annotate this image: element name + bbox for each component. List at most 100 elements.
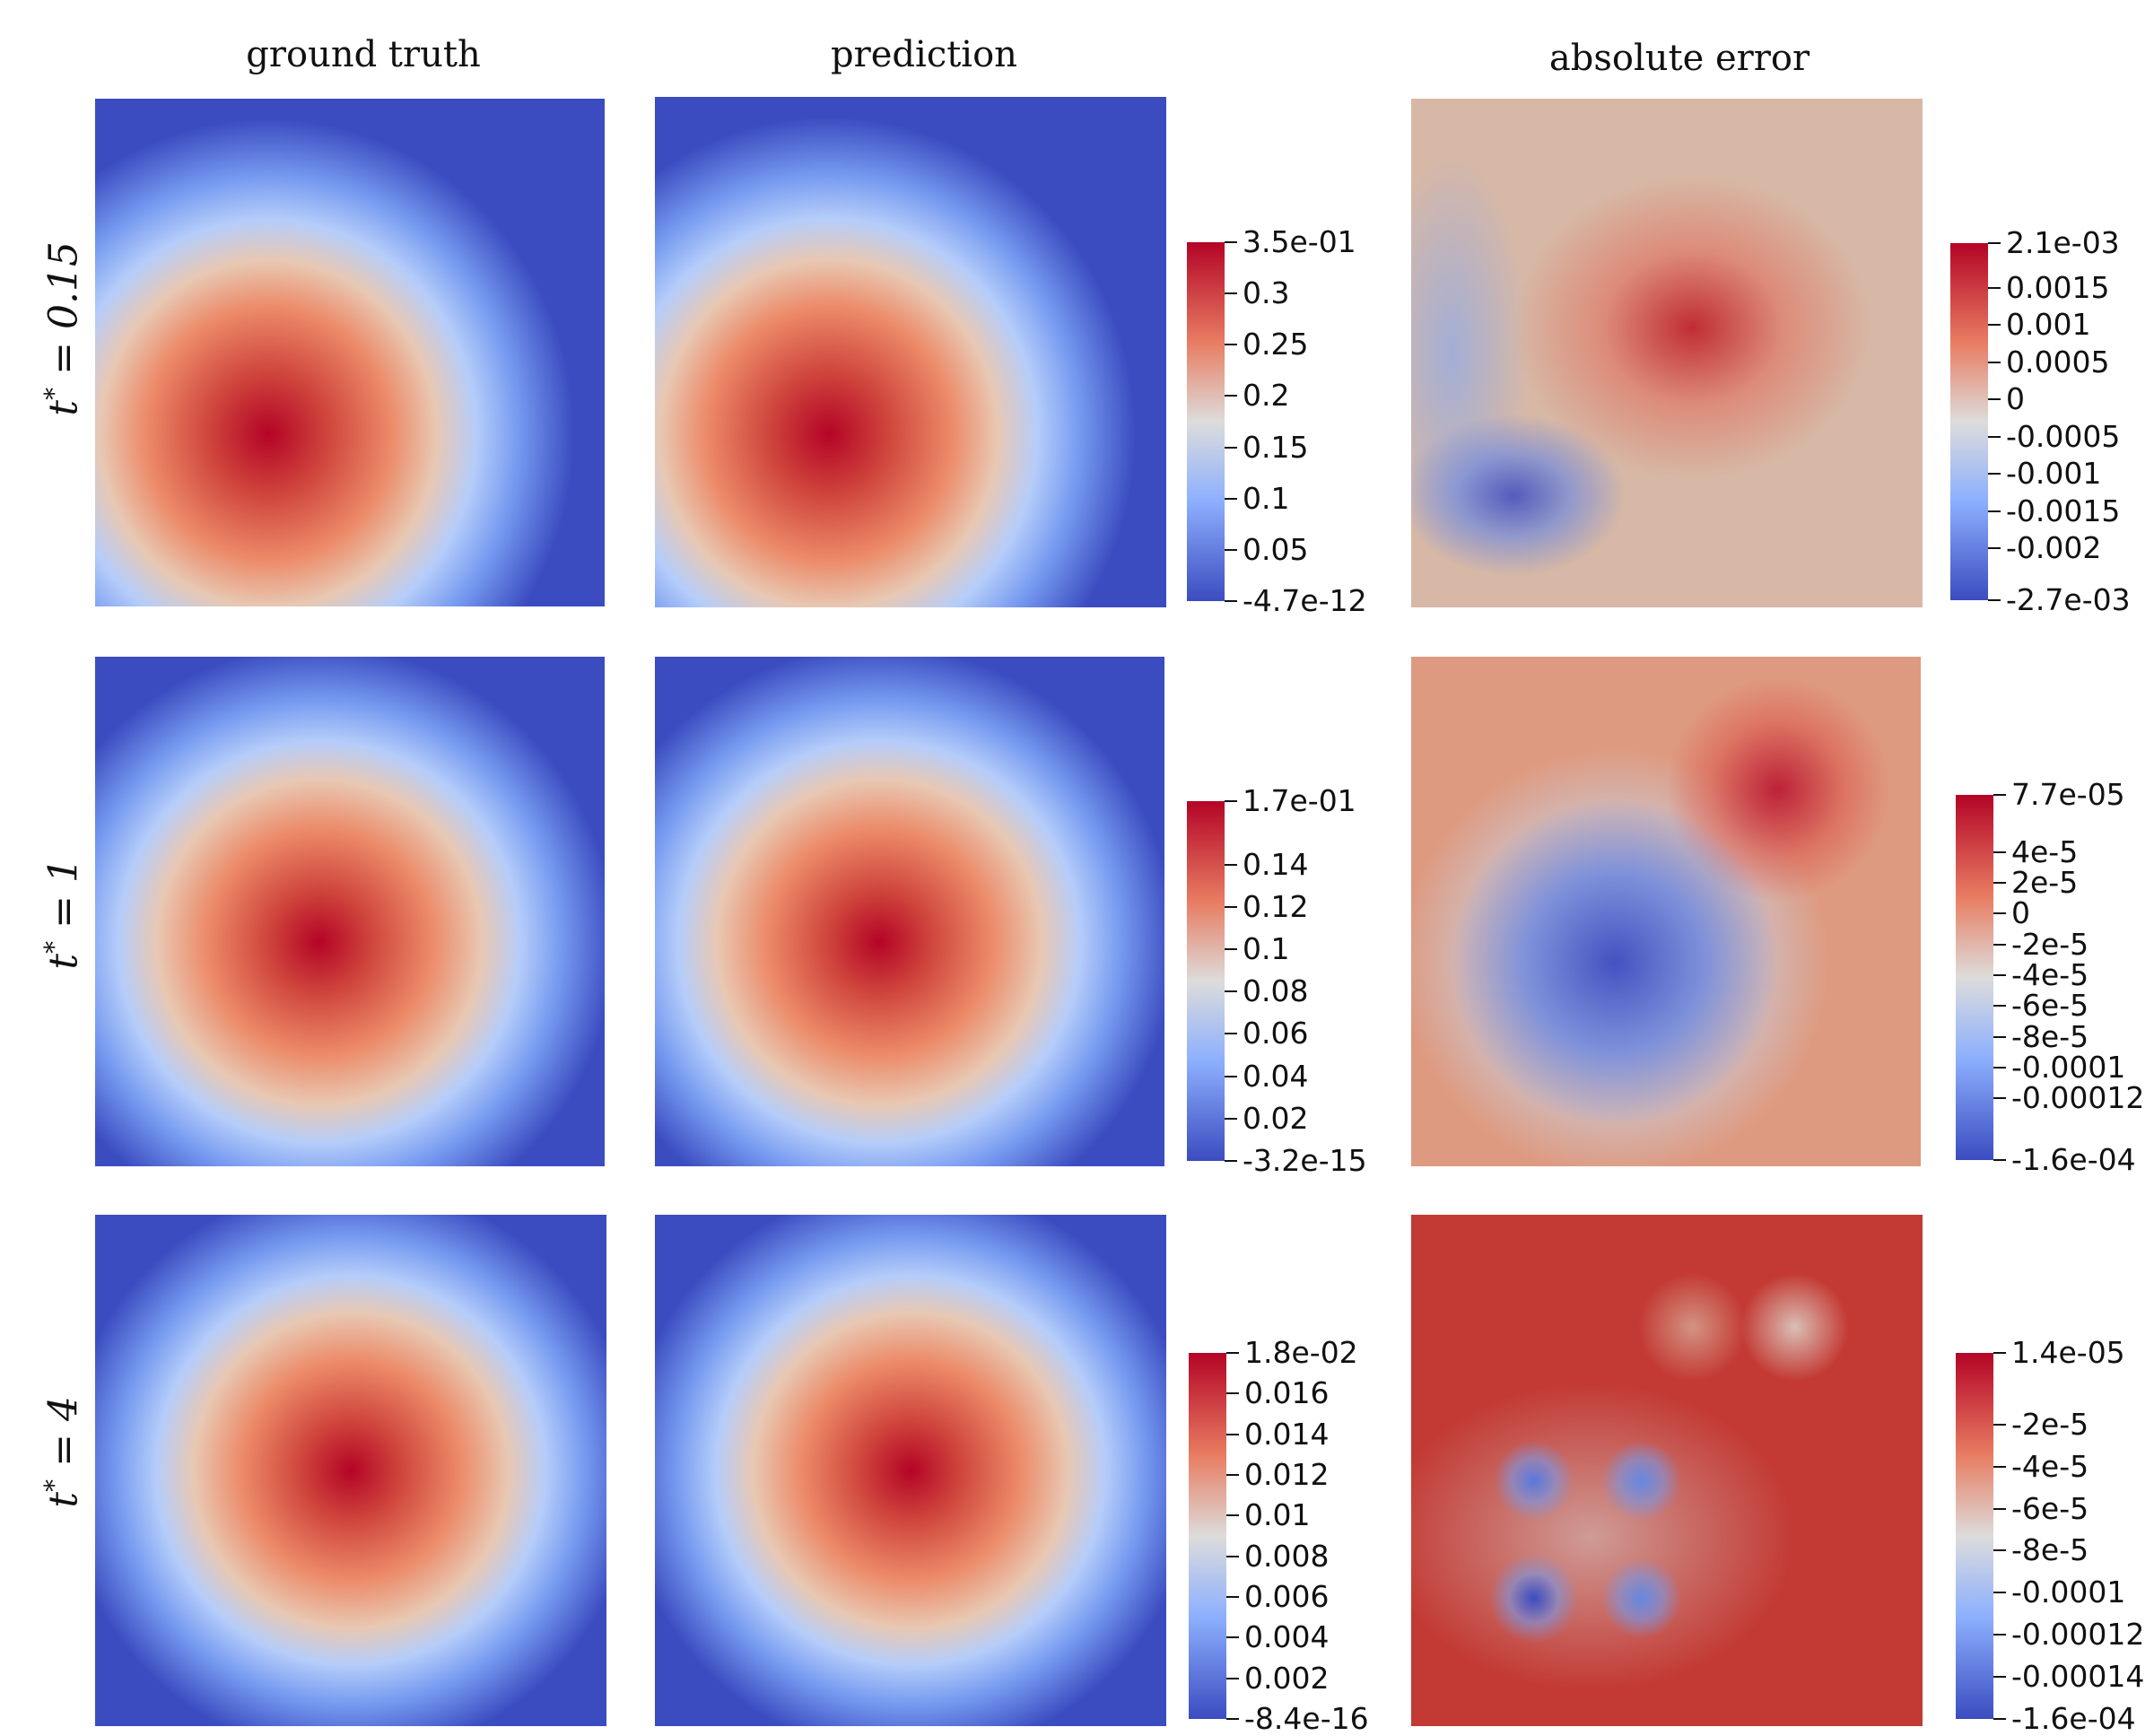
colorbar-error-row1-min-tick xyxy=(1988,599,2001,601)
colorbar-error-row1-tick6-tick xyxy=(1988,473,2001,475)
column-title-ground-truth: ground truth xyxy=(246,34,481,75)
colorbar-error-row2-tick8-tick xyxy=(1993,1066,2006,1069)
colorbar-field-row1-tick4-label: 0.15 xyxy=(1243,429,1309,465)
colorbar-field-row3-tick6-tick xyxy=(1226,1596,1239,1598)
row-label-t1: t* = 1 xyxy=(39,858,87,970)
colorbar-error-row2-tick4-tick xyxy=(1993,943,2006,946)
colorbar-error-row2-tick7-tick xyxy=(1993,1035,2006,1038)
colorbar-field-row2-tick1-tick xyxy=(1225,863,1237,866)
colorbar-error-row1-tick8-tick xyxy=(1988,546,2001,549)
ground-truth-panel-t015 xyxy=(95,99,605,606)
colorbar-error-row1-tick2-label: 0.001 xyxy=(2006,307,2091,343)
colorbar-error-row1-tick1-label: 0.0015 xyxy=(2006,269,2110,305)
colorbar-field-row3-tick8-label: 0.002 xyxy=(1244,1660,1330,1696)
colorbar-field-row2-tick6-tick xyxy=(1225,1075,1237,1077)
colorbar-field-row3-tick4-tick xyxy=(1226,1514,1239,1517)
prediction-panel-t1 xyxy=(655,657,1164,1166)
prediction-panel-t015 xyxy=(655,97,1166,607)
colorbar-error-row1-tick8-label: -0.002 xyxy=(2006,529,2102,565)
colorbar-field-row2-tick6-label: 0.04 xyxy=(1243,1058,1309,1094)
colorbar-error-row2-min-label: -1.6e-04 xyxy=(2011,1142,2136,1177)
colorbar-field-row3-min-label: -8.4e-16 xyxy=(1244,1701,1369,1736)
colorbar-field-row2-tick2-tick xyxy=(1225,905,1237,908)
colorbar-field-row2-tick4-tick xyxy=(1225,990,1237,993)
row-label-t015: t* = 0.15 xyxy=(39,241,87,416)
column-title-prediction: prediction xyxy=(831,34,1017,75)
colorbar-error-row3-tick5-tick xyxy=(1993,1592,2006,1594)
colorbar-error-row3-tick5-label: -0.0001 xyxy=(2011,1575,2126,1610)
colorbar-field-row3-tick4-label: 0.01 xyxy=(1244,1497,1311,1533)
colorbar-field-row1-max-tick xyxy=(1225,241,1237,243)
colorbar-error-row1-tick4-label: 0 xyxy=(2006,381,2025,417)
ground-truth-panel-t1 xyxy=(95,657,605,1166)
colorbar-error-row3-tick3-tick xyxy=(1993,1507,2006,1510)
colorbar-error-row1-tick1-tick xyxy=(1988,286,2001,289)
colorbar-error-row3-tick1-tick xyxy=(1993,1423,2006,1426)
colorbar-field-row2-tick2-label: 0.12 xyxy=(1243,888,1309,924)
colorbar-error-row2-tick9-label: -0.00012 xyxy=(2011,1080,2145,1116)
colorbar-field-row1-tick2-label: 0.25 xyxy=(1243,327,1309,362)
colorbar-field-row3 xyxy=(1189,1353,1226,1719)
colorbar-error-row2-max-tick xyxy=(1993,794,2006,796)
colorbar-field-row3-tick5-tick xyxy=(1226,1555,1239,1557)
colorbar-field-row3-tick1-label: 0.016 xyxy=(1244,1375,1330,1411)
colorbar-error-row2-tick4-label: -2e-5 xyxy=(2011,926,2089,962)
colorbar-error-row3-tick7-tick xyxy=(1993,1676,2006,1679)
column-title-absolute-error: absolute error xyxy=(1548,38,1810,79)
colorbar-error-row2-tick5-tick xyxy=(1993,973,2006,976)
colorbar-field-row2 xyxy=(1187,801,1225,1161)
colorbar-field-row1-tick5-tick xyxy=(1225,497,1237,500)
colorbar-error-row1-min-label: -2.7e-03 xyxy=(2006,582,2131,617)
colorbar-error-row3-tick7-label: -0.00014 xyxy=(2011,1659,2145,1695)
colorbar-error-row3-tick2-tick xyxy=(1993,1465,2006,1468)
colorbar-error-row2-tick5-label: -4e-5 xyxy=(2011,956,2089,992)
colorbar-error-row2-tick3-label: 0 xyxy=(2011,895,2030,931)
colorbar-field-row3-max-label: 1.8e-02 xyxy=(1244,1335,1358,1370)
colorbar-error-row2-tick2-label: 2e-5 xyxy=(2011,864,2079,900)
colorbar-field-row1-tick3-label: 0.2 xyxy=(1243,378,1290,414)
colorbar-field-row2-max-tick xyxy=(1225,800,1237,802)
colorbar-field-row2-tick4-label: 0.08 xyxy=(1243,973,1309,1009)
colorbar-error-row2 xyxy=(1956,795,1993,1160)
colorbar-field-row2-tick3-tick xyxy=(1225,948,1237,951)
colorbar-field-row1-tick3-tick xyxy=(1225,395,1237,397)
colorbar-field-row2-tick1-label: 0.14 xyxy=(1243,846,1309,882)
colorbar-error-row3-min-tick xyxy=(1993,1718,2006,1720)
colorbar-field-row3-max-tick xyxy=(1226,1352,1239,1354)
colorbar-field-row1-tick2-tick xyxy=(1225,344,1237,346)
colorbar-field-row3-tick7-label: 0.004 xyxy=(1244,1619,1330,1655)
colorbar-error-row3-min-label: -1.6e-04 xyxy=(2011,1701,2136,1736)
colorbar-error-row1-tick7-tick xyxy=(1988,510,2001,512)
colorbar-field-row3-tick5-label: 0.008 xyxy=(1244,1538,1330,1574)
colorbar-error-row3-tick6-label: -0.00012 xyxy=(2011,1617,2145,1653)
colorbar-error-row1-tick3-tick xyxy=(1988,361,2001,363)
colorbar-field-row3-tick3-tick xyxy=(1226,1474,1239,1476)
colorbar-field-row1-tick1-label: 0.3 xyxy=(1243,275,1290,311)
colorbar-field-row2-tick7-label: 0.02 xyxy=(1243,1100,1309,1136)
prediction-panel-t4 xyxy=(655,1215,1166,1726)
colorbar-field-row3-min-tick xyxy=(1226,1718,1239,1720)
colorbar-field-row2-tick3-label: 0.1 xyxy=(1243,931,1290,967)
colorbar-error-row3-tick1-label: -2e-5 xyxy=(2011,1406,2089,1442)
colorbar-field-row3-tick1-tick xyxy=(1226,1392,1239,1395)
ground-truth-panel-t4 xyxy=(95,1215,606,1726)
colorbar-error-row1-max-tick xyxy=(1988,242,2001,244)
colorbar-field-row1-tick1-tick xyxy=(1225,292,1237,295)
colorbar-error-row3 xyxy=(1956,1353,1993,1719)
colorbar-error-row3-tick4-label: -8e-5 xyxy=(2011,1532,2089,1568)
colorbar-field-row2-tick7-tick xyxy=(1225,1117,1237,1120)
colorbar-error-row3-max-tick xyxy=(1993,1352,2006,1354)
colorbar-error-row2-tick7-label: -8e-5 xyxy=(2011,1018,2089,1054)
colorbar-error-row2-tick8-label: -0.0001 xyxy=(2011,1049,2126,1085)
colorbar-error-row2-tick9-tick xyxy=(1993,1097,2006,1100)
colorbar-error-row2-min-tick xyxy=(1993,1159,2006,1161)
colorbar-error-row1 xyxy=(1950,243,1988,600)
colorbar-field-row3-tick2-label: 0.014 xyxy=(1244,1416,1330,1452)
error-panel-t4 xyxy=(1411,1215,1923,1726)
error-panel-t015 xyxy=(1411,99,1923,607)
colorbar-field-row1 xyxy=(1187,242,1225,601)
colorbar-field-row1-tick4-tick xyxy=(1225,446,1237,449)
colorbar-error-row1-tick5-tick xyxy=(1988,435,2001,438)
colorbar-field-row1-tick6-tick xyxy=(1225,548,1237,551)
colorbar-field-row3-tick3-label: 0.012 xyxy=(1244,1457,1330,1492)
